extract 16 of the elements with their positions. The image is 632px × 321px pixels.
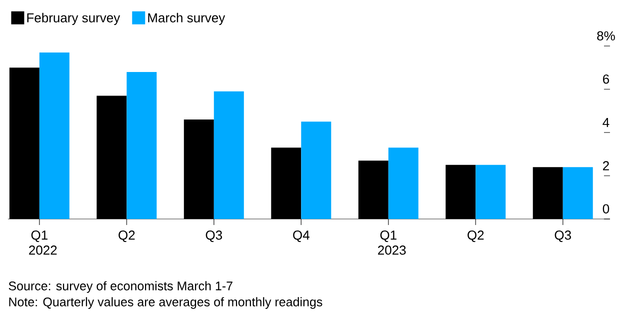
x-tick-label: Q3 [554,230,571,242]
x-tick-label: Q1 2023 [378,230,406,255]
legend-label: February survey [27,12,120,25]
y-tick-label: 8% [597,31,615,40]
x-tick-label: Q1 2022 [29,230,57,255]
x-tick-label: Q2 [468,230,484,242]
legend-label: March survey [148,12,226,25]
y-tick-label: 6 [603,74,610,84]
text: Note: Quarterly values are averages of monthly readings [9,297,322,309]
x-tick-label: Q4 [293,230,310,242]
x-tick-label: Q3 [206,230,222,242]
x-tick-label: Q2 [118,230,135,242]
y-tick-label: 0 [602,204,610,214]
source-note: Source: survey of economists March 1-7 [8,281,232,293]
y-tick-label: 4 [602,118,610,127]
y-tick-label: 2 [603,161,609,170]
